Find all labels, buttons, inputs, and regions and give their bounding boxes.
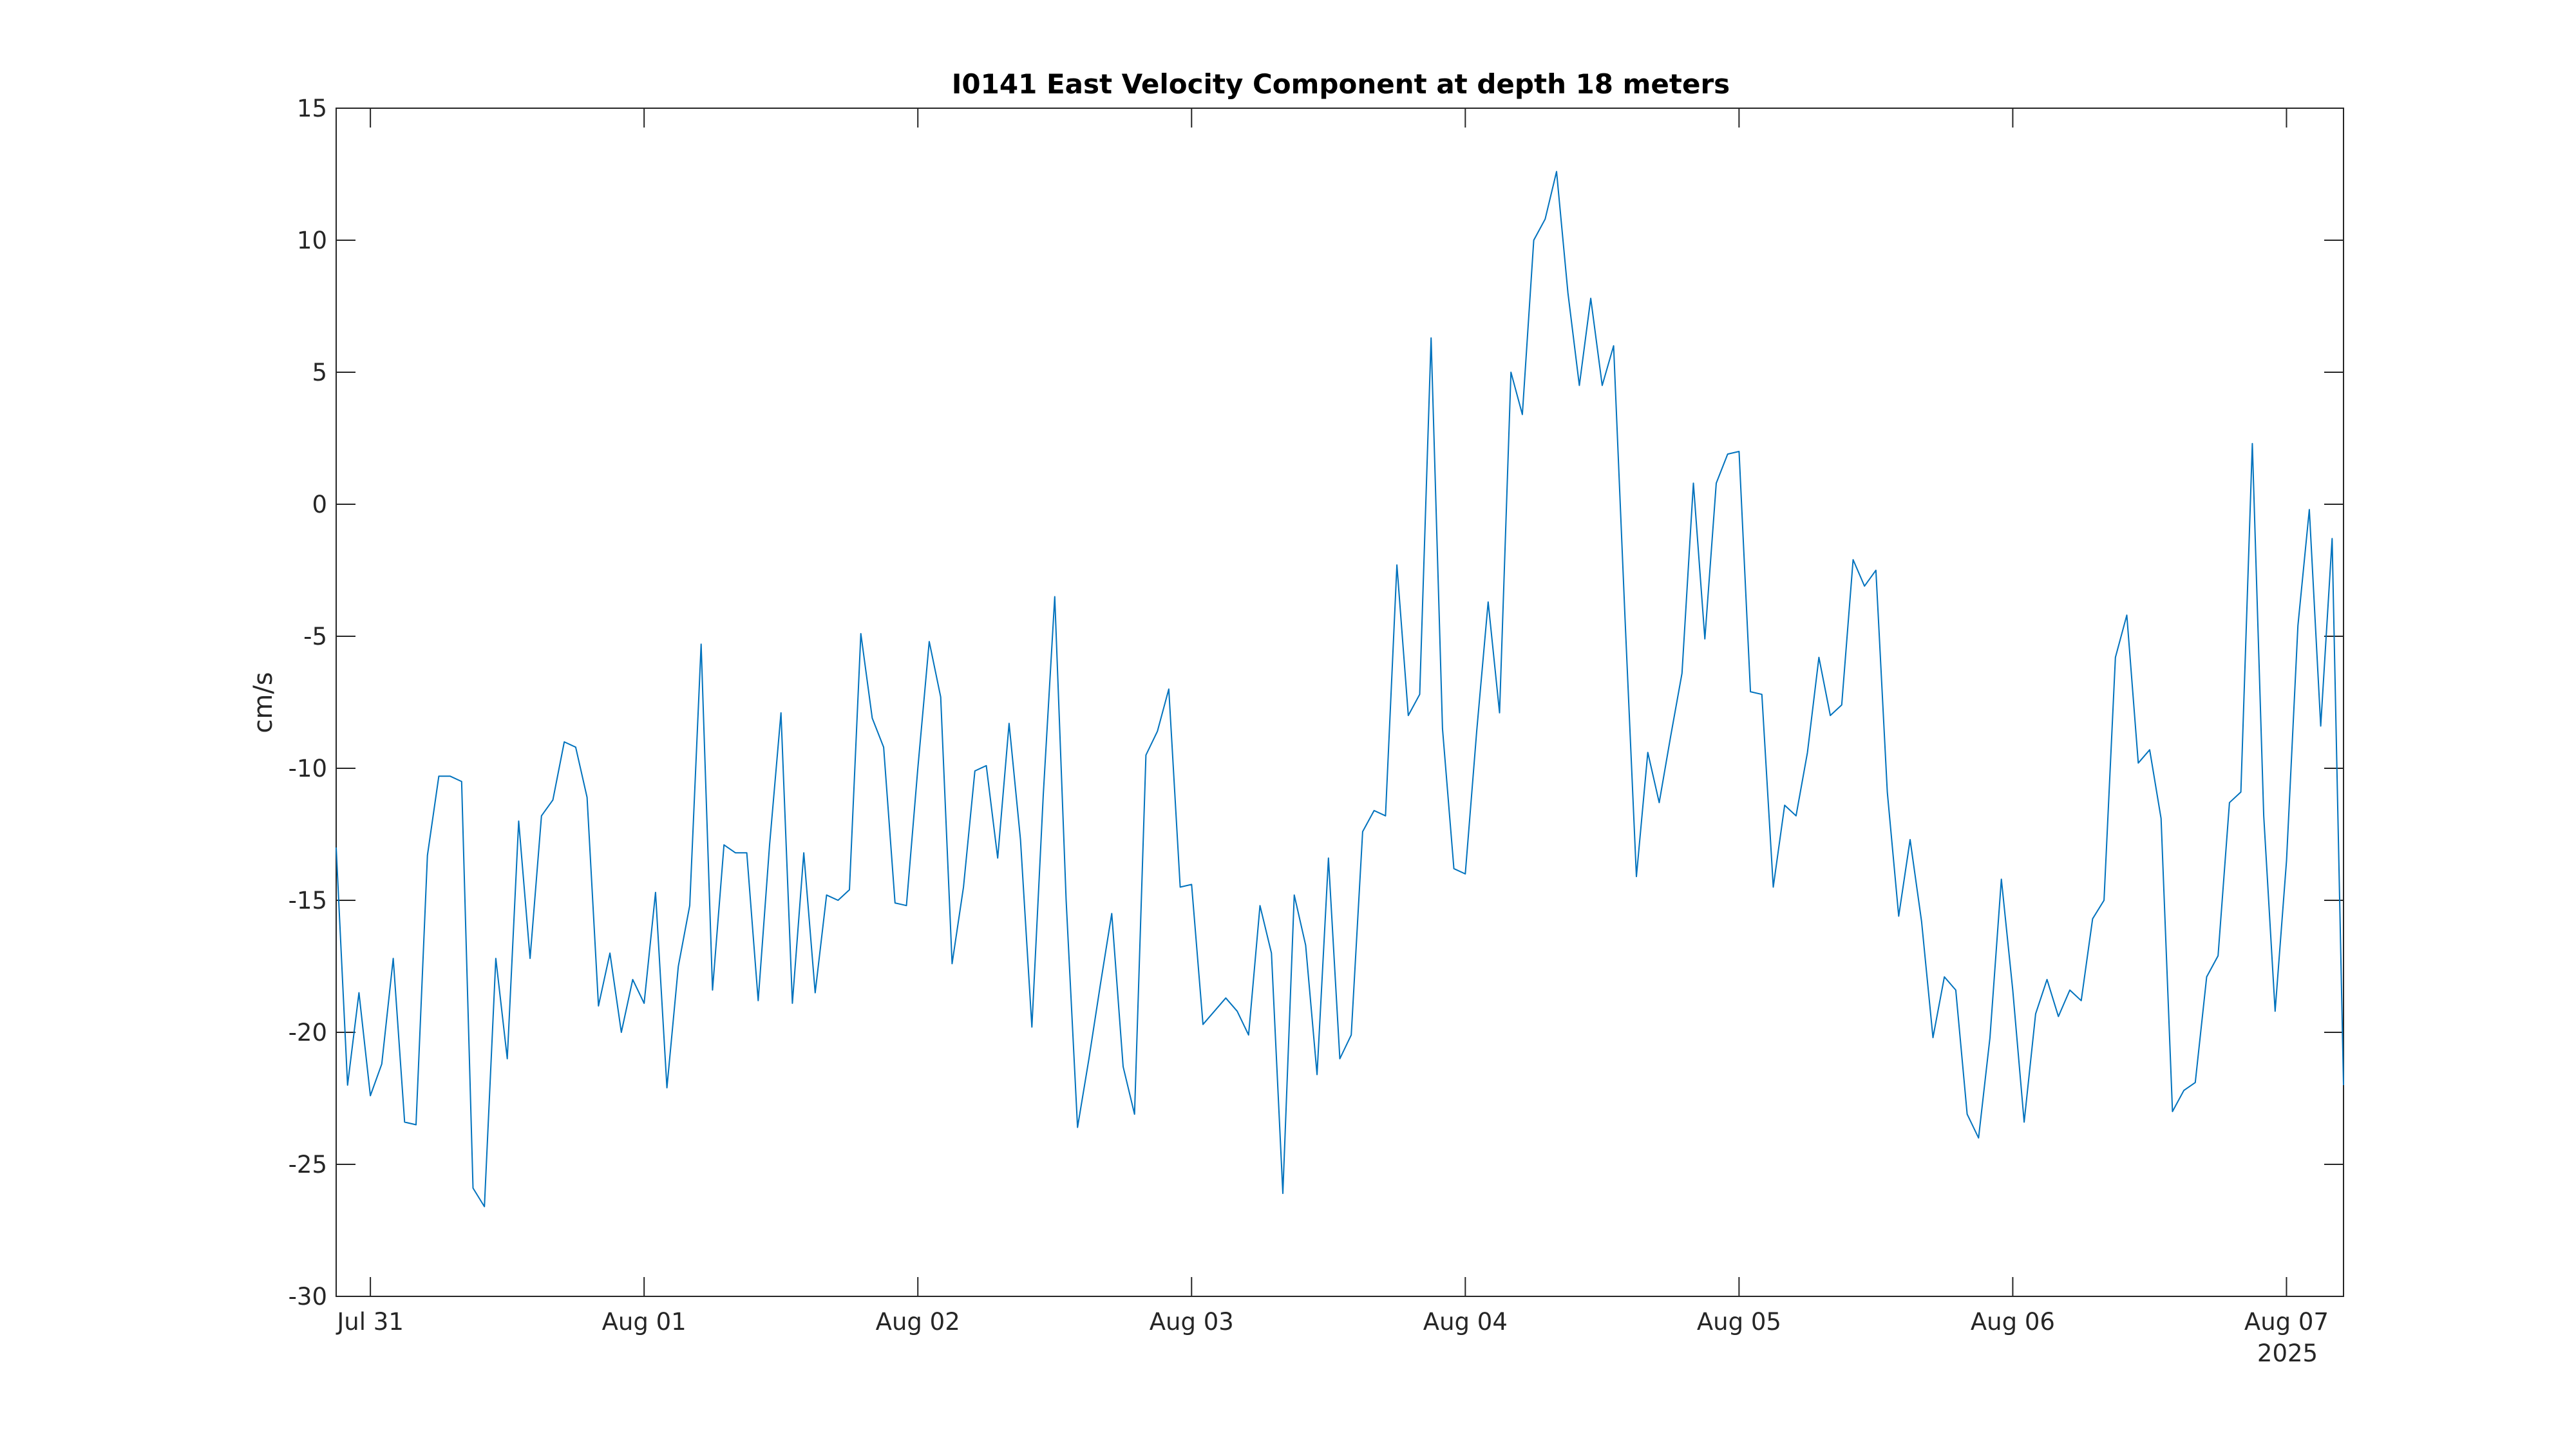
y-axis: 15 10 5 0 -5 -10 -15 -20 -25 -30 <box>289 95 2344 1311</box>
y-tick-label: -5 <box>303 623 327 650</box>
y-tick-label: 15 <box>297 95 327 122</box>
y-tick-label: 5 <box>312 359 327 386</box>
series-layer <box>336 171 2344 1208</box>
y-tick-label: 10 <box>297 227 327 254</box>
x-tick-label: Aug 04 <box>1423 1308 1508 1336</box>
y-tick-label: 0 <box>312 491 327 518</box>
y-tick-label: -10 <box>289 755 327 782</box>
x-tick-label: Jul 31 <box>336 1308 403 1336</box>
series-line <box>336 171 2344 1208</box>
x-tick-label: Aug 07 <box>2244 1308 2329 1336</box>
x-tick-label: Aug 06 <box>1971 1308 2055 1336</box>
x-tick-label: Aug 02 <box>876 1308 960 1336</box>
y-tick-label: -25 <box>289 1151 327 1179</box>
y-tick-label: -15 <box>289 887 327 914</box>
x-tick-label: Aug 05 <box>1697 1308 1781 1336</box>
x-tick-label: Aug 01 <box>602 1308 687 1336</box>
x-axis-year-label: 2025 <box>2257 1340 2318 1367</box>
y-tick-label: -30 <box>289 1283 327 1311</box>
x-tick-label: Aug 03 <box>1150 1308 1234 1336</box>
chart-title: I0141 East Velocity Component at depth 1… <box>952 68 1730 100</box>
plot-area <box>336 108 2344 1297</box>
y-tick-label: -20 <box>289 1019 327 1046</box>
y-axis-label: cm/s <box>249 672 278 733</box>
x-axis: Jul 31 Aug 01 Aug 02 Aug 03 Aug 04 Aug 05 Aug … <box>336 108 2329 1336</box>
